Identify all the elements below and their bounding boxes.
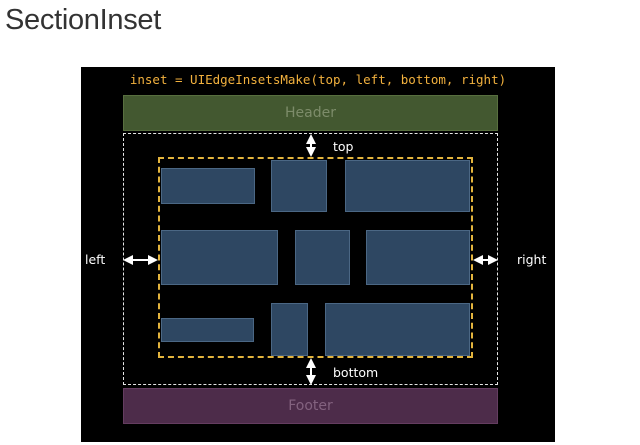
- item-cell: [161, 168, 255, 204]
- header-band: Header: [123, 95, 498, 131]
- inset-content-area: [158, 157, 473, 358]
- footer-band: Footer: [123, 388, 498, 424]
- item-cell: [295, 230, 350, 285]
- label-left: left: [85, 252, 106, 267]
- item-cell: [271, 160, 327, 212]
- header-label: Header: [285, 105, 336, 121]
- section-inset-diagram: inset = UIEdgeInsetsMake(top, left, bott…: [81, 67, 555, 442]
- item-cell: [345, 160, 470, 212]
- label-bottom: bottom: [333, 365, 379, 380]
- inset-arrows: [123, 134, 498, 385]
- item-cell: [161, 230, 278, 285]
- page-title: SectionInset: [5, 4, 161, 36]
- item-cell: [271, 303, 308, 356]
- label-top: top: [333, 139, 354, 154]
- item-cell: [366, 230, 470, 285]
- code-line: inset = UIEdgeInsetsMake(top, left, bott…: [129, 72, 507, 87]
- footer-label: Footer: [288, 398, 333, 414]
- item-cell: [161, 318, 254, 342]
- item-cell: [325, 303, 470, 356]
- label-right: right: [517, 252, 547, 267]
